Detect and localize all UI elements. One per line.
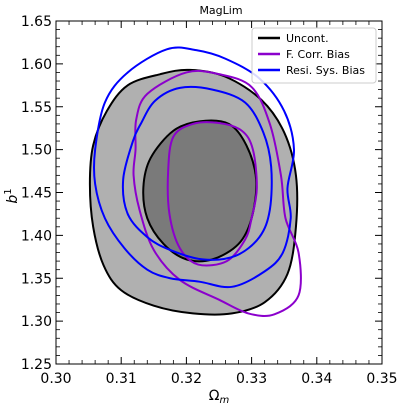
y-tick-label: 1.50 xyxy=(21,143,52,159)
axis-tick-labels: 0.30 0.31 0.32 0.33 0.34 0.35 1.25 1.30 1.35 1.40… xyxy=(21,14,398,387)
y-tick-label: 1.30 xyxy=(21,314,52,330)
chart-title: MagLim xyxy=(199,4,242,17)
y-axis-label: b1 xyxy=(3,188,21,203)
y-tick-label: 1.40 xyxy=(21,228,52,244)
legend-box xyxy=(251,27,377,84)
x-tick-label: 0.34 xyxy=(301,371,332,387)
f-corr-bias-outer-contour xyxy=(132,69,302,317)
x-tick-label: 0.33 xyxy=(236,371,267,387)
x-tick-label: 0.35 xyxy=(366,371,397,387)
legend: Uncont. F. Corr. Bias Resi. Sys. Bias xyxy=(251,27,377,84)
x-tick-label: 0.32 xyxy=(171,371,202,387)
legend-label: Resi. Sys. Bias xyxy=(286,64,365,77)
y-tick-label: 1.45 xyxy=(21,186,52,202)
legend-label: Uncont. xyxy=(286,32,329,45)
resi-sys-bias-inner-contour xyxy=(121,85,273,261)
y-tick-label: 1.65 xyxy=(21,14,52,30)
y-tick-label: 1.60 xyxy=(21,57,52,73)
legend-label: F. Corr. Bias xyxy=(286,48,350,61)
resi-sys-bias-outer-contour xyxy=(92,46,295,289)
contour-layer xyxy=(88,46,302,317)
y-tick-label: 1.35 xyxy=(21,271,52,287)
x-tick-label: 0.31 xyxy=(106,371,137,387)
y-tick-label: 1.25 xyxy=(21,357,52,373)
y-tick-label: 1.55 xyxy=(21,100,52,116)
uncont-outer-contour xyxy=(88,68,299,316)
plot-frame xyxy=(55,20,383,365)
f-corr-bias-inner-contour xyxy=(166,121,258,267)
x-tick-label: 0.30 xyxy=(40,371,71,387)
